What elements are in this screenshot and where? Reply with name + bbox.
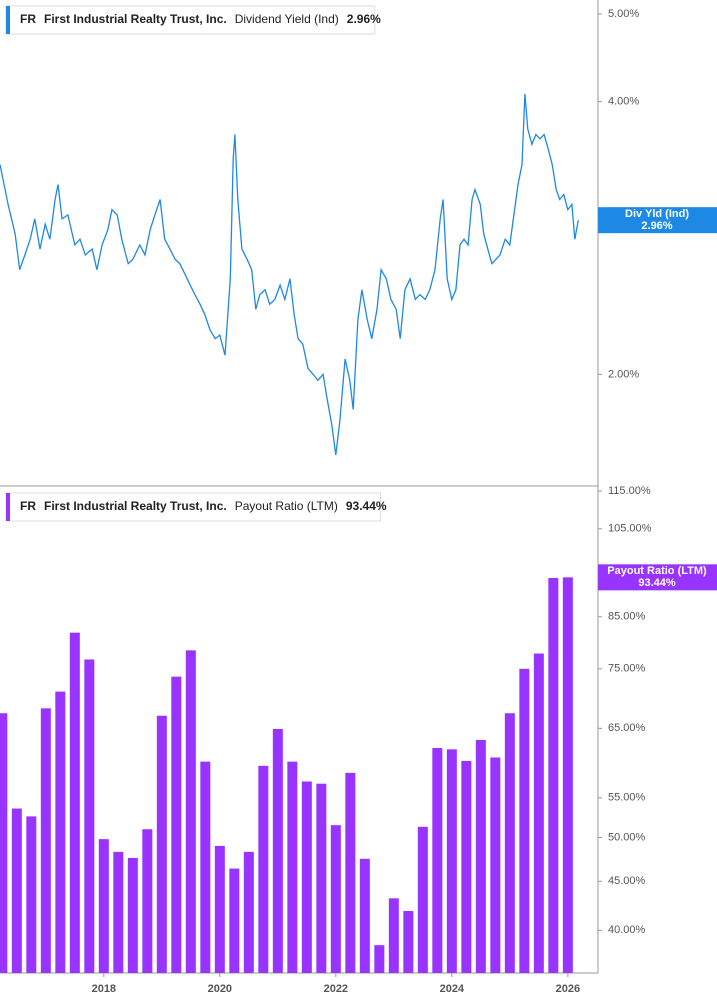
bar — [214, 845, 225, 973]
legend-swatch — [6, 6, 10, 34]
y-tick-label: 2.00% — [608, 368, 639, 380]
bar — [127, 857, 138, 973]
bar — [490, 757, 501, 973]
bar — [200, 761, 211, 973]
bar — [345, 772, 356, 973]
bar — [432, 747, 443, 973]
legend-box — [5, 5, 376, 35]
value-badge — [598, 564, 717, 591]
x-tick-label: 2020 — [208, 983, 232, 995]
legend-ticker: FR — [20, 12, 36, 26]
bar — [461, 760, 472, 973]
y-tick-label: 75.00% — [608, 663, 646, 675]
bar — [142, 829, 153, 973]
data-line — [0, 93, 579, 455]
legend-series: Payout Ratio (LTM) — [235, 499, 338, 513]
bar — [403, 911, 414, 973]
x-tick-label: 2024 — [440, 983, 465, 995]
bar — [156, 715, 167, 973]
bar — [185, 650, 196, 973]
badge-value: 93.44% — [638, 577, 676, 589]
legend-value: 93.44% — [346, 499, 387, 513]
y-tick-label: 5.00% — [608, 8, 639, 20]
legend-swatch — [6, 493, 10, 521]
bar — [272, 728, 283, 973]
legend-text: FR First Industrial Realty Trust, Inc. Div… — [20, 12, 381, 26]
bar — [316, 783, 327, 973]
x-tick-label: 2022 — [324, 983, 348, 995]
bar — [519, 668, 530, 973]
legend-series: Dividend Yield (Ind) — [235, 12, 339, 26]
bar — [40, 708, 51, 973]
bar — [562, 577, 573, 973]
bar — [475, 740, 486, 973]
bar — [417, 826, 428, 973]
y-tick-label: 45.00% — [608, 875, 646, 887]
bar — [258, 765, 269, 973]
y-tick-label: 55.00% — [608, 792, 646, 804]
bar — [0, 713, 8, 973]
bar — [26, 816, 37, 973]
legend-ticker: FR — [20, 499, 36, 513]
bar — [548, 577, 559, 973]
x-tick-label: 2026 — [556, 983, 580, 995]
bar — [374, 945, 385, 973]
legend-company: First Industrial Realty Trust, Inc. — [44, 499, 227, 513]
bar — [84, 659, 95, 973]
x-tick-label: 2018 — [92, 983, 116, 995]
badge-value: 2.96% — [641, 220, 672, 232]
legend: FR First Industrial Realty Trust, Inc. Div… — [5, 5, 381, 35]
bar — [301, 781, 312, 973]
legend-text: FR First Industrial Realty Trust, Inc. Pay… — [20, 499, 387, 513]
y-tick-label: 4.00% — [608, 96, 639, 108]
bar — [287, 761, 298, 973]
bar — [171, 676, 182, 973]
bar — [11, 808, 22, 973]
y-tick-label: 85.00% — [608, 611, 646, 623]
bar — [243, 851, 254, 973]
bar — [533, 653, 544, 973]
bar — [98, 839, 109, 973]
bar — [69, 632, 80, 973]
bar — [504, 713, 515, 973]
bar — [330, 825, 341, 973]
bar — [55, 691, 66, 973]
badge-label: Payout Ratio (LTM) — [607, 565, 707, 577]
y-tick-label: 50.00% — [608, 831, 646, 843]
y-tick-label: 65.00% — [608, 722, 646, 734]
badge-label: Div Yld (Ind) — [625, 208, 689, 220]
bar — [388, 898, 399, 973]
value-badge — [598, 207, 717, 234]
bar — [359, 858, 370, 973]
bar — [113, 851, 124, 973]
bar — [229, 868, 240, 973]
legend: FR First Industrial Realty Trust, Inc. Pay… — [5, 492, 387, 522]
bar — [446, 749, 457, 973]
y-tick-label: 115.00% — [608, 485, 651, 497]
y-tick-label: 105.00% — [608, 523, 652, 535]
y-tick-label: 40.00% — [608, 924, 646, 936]
legend-company: First Industrial Realty Trust, Inc. — [44, 12, 227, 26]
legend-value: 2.96% — [347, 12, 381, 26]
